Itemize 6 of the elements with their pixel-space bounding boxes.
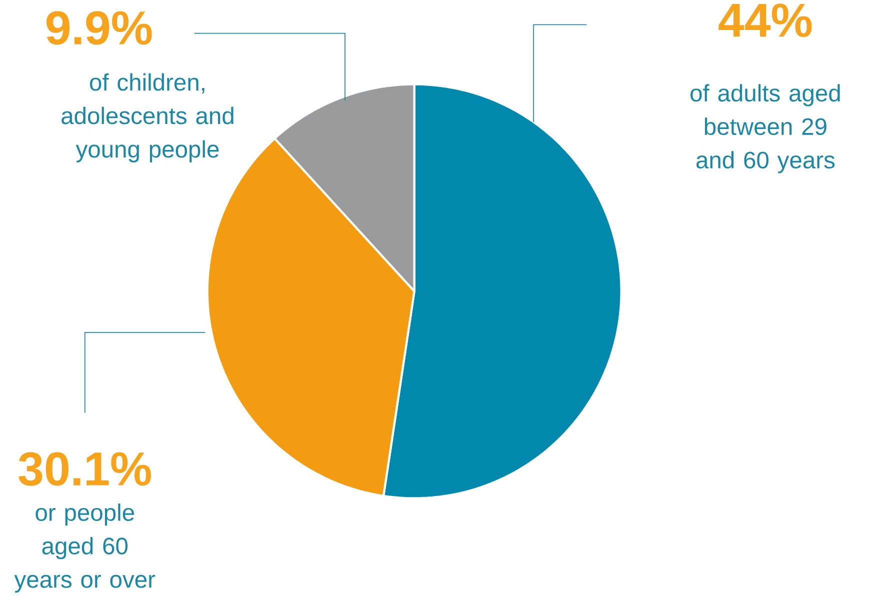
data-label: 44% [718,4,812,37]
slice-label: of children, adolescents and young people [62,73,234,162]
slice-label: or people aged 60 years or over [14,503,156,593]
slice-label: of adults aged between 29 and 60 years [690,84,840,174]
data-label: 30.1% [18,452,151,486]
data-label: 9.9% [46,10,152,45]
